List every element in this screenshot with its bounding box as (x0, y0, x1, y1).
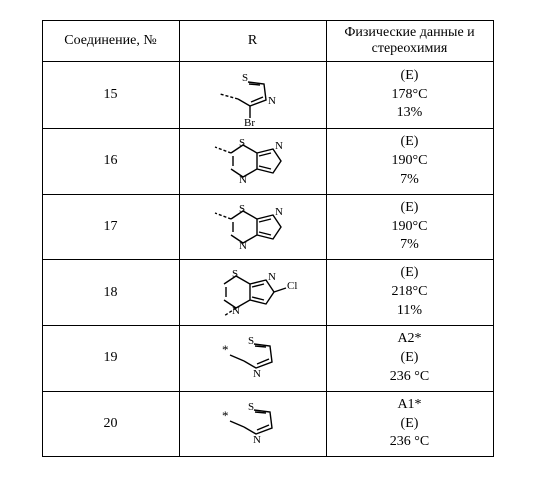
phys-line: 190°C (335, 218, 485, 237)
phys-line: 13% (335, 104, 485, 123)
phys-line: (E) (335, 199, 485, 218)
atom-label: Cl (287, 280, 297, 292)
structure-cell: S N Br (179, 62, 326, 129)
compound-no: 19 (42, 326, 179, 392)
atom-label: N (253, 434, 261, 446)
atom-label: N (275, 206, 283, 218)
atom-label: N (232, 305, 240, 317)
atom-label: N (268, 95, 276, 107)
phys-line: 178°C (335, 86, 485, 105)
phys-cell: A1* (E) 236 °C (326, 391, 493, 457)
star-marker: * (222, 342, 229, 357)
header-r: R (179, 21, 326, 62)
phys-cell: (E) 190°C 7% (326, 129, 493, 195)
phys-line: 7% (335, 236, 485, 255)
phys-line: (E) (335, 415, 485, 434)
phys-line: (E) (335, 264, 485, 283)
structure-17: S N N (203, 199, 303, 255)
table-row: 20 * S N A1* (E) 236 °C (42, 391, 493, 457)
table-row: 17 S N N (E) 190°C 7% (42, 194, 493, 260)
atom-label: S (248, 335, 254, 347)
phys-line: (E) (335, 349, 485, 368)
atom-label: Br (244, 117, 255, 126)
structure-20: * S N (208, 399, 298, 449)
atom-label: S (239, 203, 245, 215)
phys-cell: A2* (E) 236 °C (326, 326, 493, 392)
phys-cell: (E) 178°C 13% (326, 62, 493, 129)
phys-line: 236 °C (335, 368, 485, 387)
phys-cell: (E) 218°C 11% (326, 260, 493, 326)
atom-label: S (239, 137, 245, 149)
compound-no: 20 (42, 391, 179, 457)
table-row: 19 * S N A2* (E) 236 °C (42, 326, 493, 392)
atom-label: N (239, 240, 247, 252)
atom-label: S (248, 401, 254, 413)
structure-19: * S N (208, 333, 298, 383)
phys-line: 7% (335, 171, 485, 190)
compound-no: 17 (42, 194, 179, 260)
phys-line: A1* (335, 396, 485, 415)
phys-cell: (E) 190°C 7% (326, 194, 493, 260)
table-row: 18 S N N Cl (E) 218°C (42, 260, 493, 326)
structure-cell: S N N (179, 129, 326, 195)
phys-line: 11% (335, 302, 485, 321)
structure-18: S N N Cl (198, 264, 308, 322)
atom-label: N (253, 368, 261, 380)
structure-15: S N Br (208, 64, 298, 126)
structure-cell: * S N (179, 326, 326, 392)
compound-no: 16 (42, 129, 179, 195)
structure-cell: S N N (179, 194, 326, 260)
atom-label: S (232, 268, 238, 280)
phys-line: (E) (335, 133, 485, 152)
structure-cell: S N N Cl (179, 260, 326, 326)
header-phys: Физические данные и стереохимия (326, 21, 493, 62)
atom-label: S (242, 72, 248, 84)
phys-line: (E) (335, 67, 485, 86)
compound-table: Соединение, № R Физические данные и стер… (42, 20, 494, 457)
table-row: 15 S N Br (E) 178° (42, 62, 493, 129)
header-row: Соединение, № R Физические данные и стер… (42, 21, 493, 62)
header-compound: Соединение, № (42, 21, 179, 62)
phys-line: 218°C (335, 283, 485, 302)
phys-line: A2* (335, 330, 485, 349)
compound-no: 18 (42, 260, 179, 326)
atom-label: N (275, 140, 283, 152)
atom-label: N (239, 174, 247, 186)
phys-line: 190°C (335, 152, 485, 171)
phys-line: 236 °C (335, 433, 485, 452)
structure-cell: * S N (179, 391, 326, 457)
structure-16: S N N (203, 133, 303, 189)
star-marker: * (222, 408, 229, 423)
compound-no: 15 (42, 62, 179, 129)
table-row: 16 S N N (E) 190°C (42, 129, 493, 195)
atom-label: N (268, 271, 276, 283)
